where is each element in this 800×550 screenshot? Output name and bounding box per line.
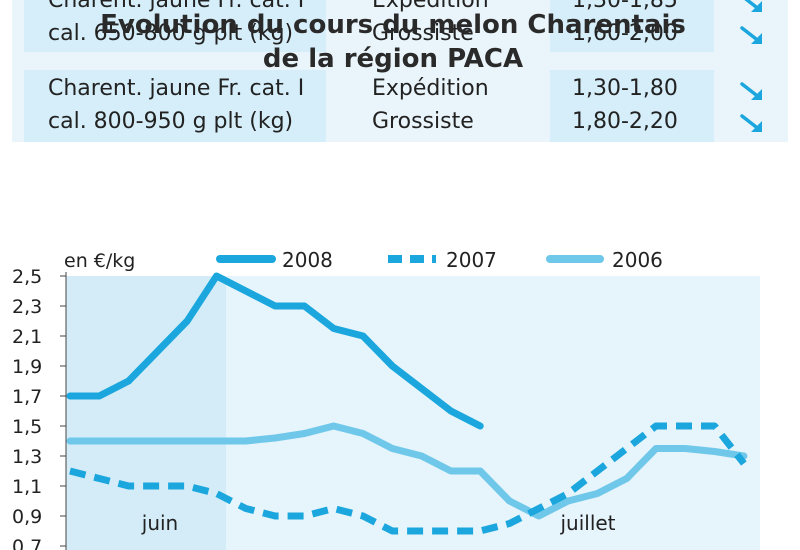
product-name: Charent. jaune Fr. cat. I bbox=[48, 76, 305, 101]
price-range: 1,60-2,00 bbox=[572, 21, 678, 46]
y-axis: 2,5 2,3 2,1 1,9 1,7 1,5 1,3 1,1 0,9 0,7 bbox=[12, 266, 67, 550]
arrow-down-right-icon bbox=[744, 0, 762, 12]
product-name: Charent. jaune Fr. cat. I bbox=[48, 0, 305, 13]
y-tick-label: 2,5 bbox=[12, 266, 42, 288]
month-label-juin: juin bbox=[141, 511, 178, 535]
y-axis-label: en €/kg bbox=[64, 250, 135, 272]
legend: 2008 2007 2006 bbox=[216, 248, 663, 272]
y-tick-label: 0,7 bbox=[12, 536, 42, 550]
chart-title-line: Evolution du cours du melon Charentais bbox=[100, 10, 686, 40]
june-shaded-band bbox=[66, 276, 226, 550]
arrow-down-right-icon bbox=[740, 26, 762, 44]
y-tick-label: 2,3 bbox=[12, 296, 42, 318]
chart-title-line: de la région PACA bbox=[262, 44, 524, 74]
month-label-juillet: juillet bbox=[559, 511, 615, 535]
stage-label: Grossiste bbox=[372, 21, 474, 46]
y-tick-label: 1,9 bbox=[12, 356, 42, 378]
chart-title: Evolution du cours du melon Charentais d… bbox=[0, 8, 786, 76]
price-cell-bg bbox=[550, 70, 714, 142]
legend-label-2008: 2008 bbox=[282, 248, 333, 272]
y-tick-label: 1,1 bbox=[12, 476, 42, 498]
stage-label: Expédition bbox=[372, 76, 489, 101]
price-range: 1,30-1,80 bbox=[572, 76, 678, 101]
y-tick-label: 2,1 bbox=[12, 326, 42, 348]
y-tick-label: 1,7 bbox=[12, 386, 42, 408]
price-cell-bg bbox=[550, 0, 714, 52]
series-line-2007 bbox=[69, 422, 747, 535]
y-tick-label: 1,3 bbox=[12, 446, 42, 468]
product-caliber: cal. 800-950 g plt (kg) bbox=[48, 109, 294, 134]
stage-label: Expédition bbox=[372, 0, 489, 13]
series-lines bbox=[66, 272, 748, 535]
y-tick-label: 0,9 bbox=[12, 506, 42, 528]
arrow-down-right-icon bbox=[740, 114, 762, 132]
series-line-2006 bbox=[66, 422, 748, 520]
price-range: 1,80-2,20 bbox=[572, 109, 678, 134]
price-range: 1,30-1,85 bbox=[572, 0, 678, 13]
product-caliber: cal. 650-800 g plt (kg) bbox=[48, 21, 294, 46]
legend-label-2007: 2007 bbox=[446, 248, 497, 272]
product-cell-bg bbox=[24, 0, 326, 52]
price-table: Charent. jaune Fr. cat. I cal. 650-800 g… bbox=[12, 0, 788, 142]
table-row: Charent. jaune Fr. cat. I cal. 800-950 g… bbox=[12, 70, 788, 142]
product-cell-bg bbox=[24, 70, 326, 142]
arrow-down-right-icon bbox=[740, 82, 762, 100]
y-tick-label: 1,5 bbox=[12, 416, 42, 438]
legend-label-2006: 2006 bbox=[612, 248, 663, 272]
table-row: Charent. jaune Fr. cat. I cal. 650-800 g… bbox=[12, 0, 788, 52]
stage-label: Grossiste bbox=[372, 109, 474, 134]
